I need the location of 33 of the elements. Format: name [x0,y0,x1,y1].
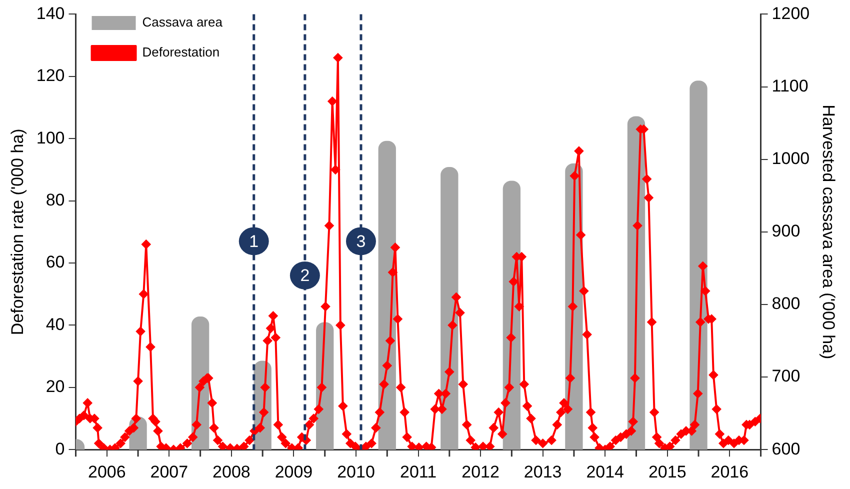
x-tick-label: 2009 [274,462,313,482]
y-tick-label: 60 [46,252,65,272]
y-tick-label: 100 [36,128,65,148]
annotation: 2 [300,266,310,286]
legend-label: Cassava area [142,14,224,30]
x-tick-label: 2016 [710,462,749,482]
y-axis-title: Deforestation rate ('000 ha) [8,128,27,336]
annotation: 1 [249,232,259,251]
x-tick-label: 2008 [212,462,250,482]
y2-tick-label: 900 [772,222,800,241]
x-tick-label: 2011 [400,462,437,482]
y-tick-label: 140 [36,4,65,23]
y-tick-label: 80 [46,190,65,210]
x-tick-label: 2010 [337,462,375,482]
y-tick-label: 40 [46,314,65,334]
y2-tick-label: 700 [772,366,800,386]
x-tick-label: 2014 [586,462,624,482]
y-tick-label: 120 [36,66,65,86]
y-tick-label: 20 [46,377,65,396]
x-tick-label: 2013 [524,462,562,482]
y2-tick-label: 600 [772,439,800,458]
x-tick-label: 2006 [88,462,126,482]
y2-tick-label: 1000 [772,149,810,168]
x-tick-label: 2012 [462,462,500,482]
y-tick-label: 0 [55,439,65,458]
y2-axis-title: Harvested cassava area ('000 ha) [819,104,838,360]
y2-tick-label: 800 [772,294,800,314]
annotation: 3 [356,232,366,251]
y2-tick-label: 1200 [772,4,810,23]
legend-label: Deforestation [142,44,220,60]
x-tick-label: 2015 [648,462,686,482]
x-tick-label: 2007 [150,462,188,482]
y2-tick-label: 1100 [772,76,808,96]
